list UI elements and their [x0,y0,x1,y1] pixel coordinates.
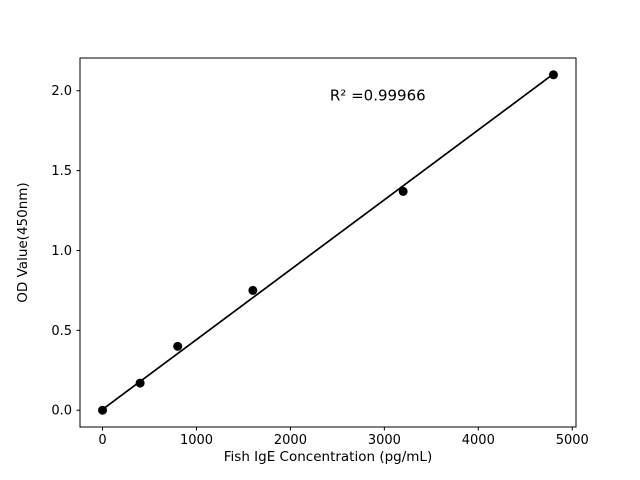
r-squared-annotation: R² =0.99966 [330,86,426,104]
y-tick-label: 0.0 [51,404,72,419]
y-tick-label: 0.5 [51,324,72,339]
data-point [173,341,183,351]
x-axis-label: Fish IgE Concentration (pg/mL) [224,449,432,465]
y-tick-label: 1.5 [51,164,72,179]
x-tick-label: 0 [98,433,106,448]
data-point [248,285,258,295]
y-tick-label: 1.0 [51,244,72,259]
axes-frame [79,57,577,428]
x-tick-label: 2000 [274,433,307,448]
fit-line [102,73,554,411]
data-point [135,378,145,388]
data-point [98,405,108,415]
x-tick-label: 4000 [462,433,495,448]
data-point [548,70,558,80]
x-tick-label: 1000 [180,433,213,448]
data-point [398,186,408,196]
y-axis-label: OD Value(450nm) [15,182,31,302]
x-tick-label: 3000 [368,433,401,448]
y-tick-label: 2.0 [51,84,72,99]
x-tick-label: 5000 [556,433,589,448]
